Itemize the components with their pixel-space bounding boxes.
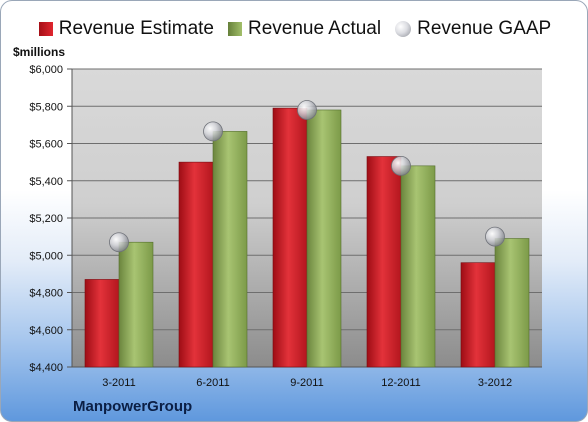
point-revenue-gaap [391, 155, 411, 176]
bar-revenue-estimate [178, 161, 214, 368]
x-tick-label: 9-2011 [290, 377, 323, 389]
legend-item-estimate: Revenue Estimate [38, 18, 214, 40]
legend-label-estimate: Revenue Estimate [58, 18, 214, 39]
point-revenue-gaap [297, 100, 317, 120]
y-tick-label: $5,200 [29, 213, 63, 225]
y-tick-label: $5,000 [29, 250, 63, 262]
x-tick-label: 6-2011 [196, 377, 229, 389]
legend: Revenue Estimate Revenue Actual Revenue … [1, 15, 587, 43]
bar-revenue-actual [494, 238, 530, 368]
y-tick-label: $4,400 [29, 362, 63, 374]
y-tick-label: $5,600 [29, 139, 63, 151]
bar-revenue-estimate [272, 107, 308, 368]
bar-revenue-actual [306, 109, 342, 368]
actual-swatch-icon [228, 22, 242, 36]
legend-label-gaap: Revenue GAAP [417, 18, 552, 39]
y-axis-units-label: $millions [13, 45, 66, 59]
estimate-swatch-icon [38, 22, 53, 36]
x-tick-label: 12-2011 [381, 377, 421, 389]
point-revenue-gaap [485, 226, 505, 247]
gaap-marker-icon [395, 21, 412, 37]
bar-revenue-estimate [460, 262, 496, 368]
legend-label-actual: Revenue Actual [248, 18, 382, 39]
x-tick-label: 3-2011 [102, 377, 135, 389]
point-revenue-gaap [203, 121, 223, 142]
bar-revenue-actual [400, 165, 436, 368]
y-tick-label: $5,400 [29, 176, 63, 188]
y-tick-label: $4,600 [29, 325, 63, 337]
y-tick-label: $5,800 [29, 101, 63, 113]
x-tick-label: 3-2012 [478, 377, 512, 389]
bar-revenue-actual [212, 131, 248, 368]
point-revenue-gaap [109, 232, 129, 253]
bar-revenue-actual [118, 241, 154, 368]
company-name: ManpowerGroup [73, 398, 193, 415]
bar-revenue-estimate [84, 279, 120, 368]
y-tick-label: $4,800 [29, 288, 63, 300]
y-tick-label: $6,000 [29, 64, 63, 76]
legend-item-actual: Revenue Actual [228, 18, 381, 40]
bar-revenue-estimate [366, 156, 402, 368]
legend-item-gaap: Revenue GAAP [395, 18, 551, 40]
